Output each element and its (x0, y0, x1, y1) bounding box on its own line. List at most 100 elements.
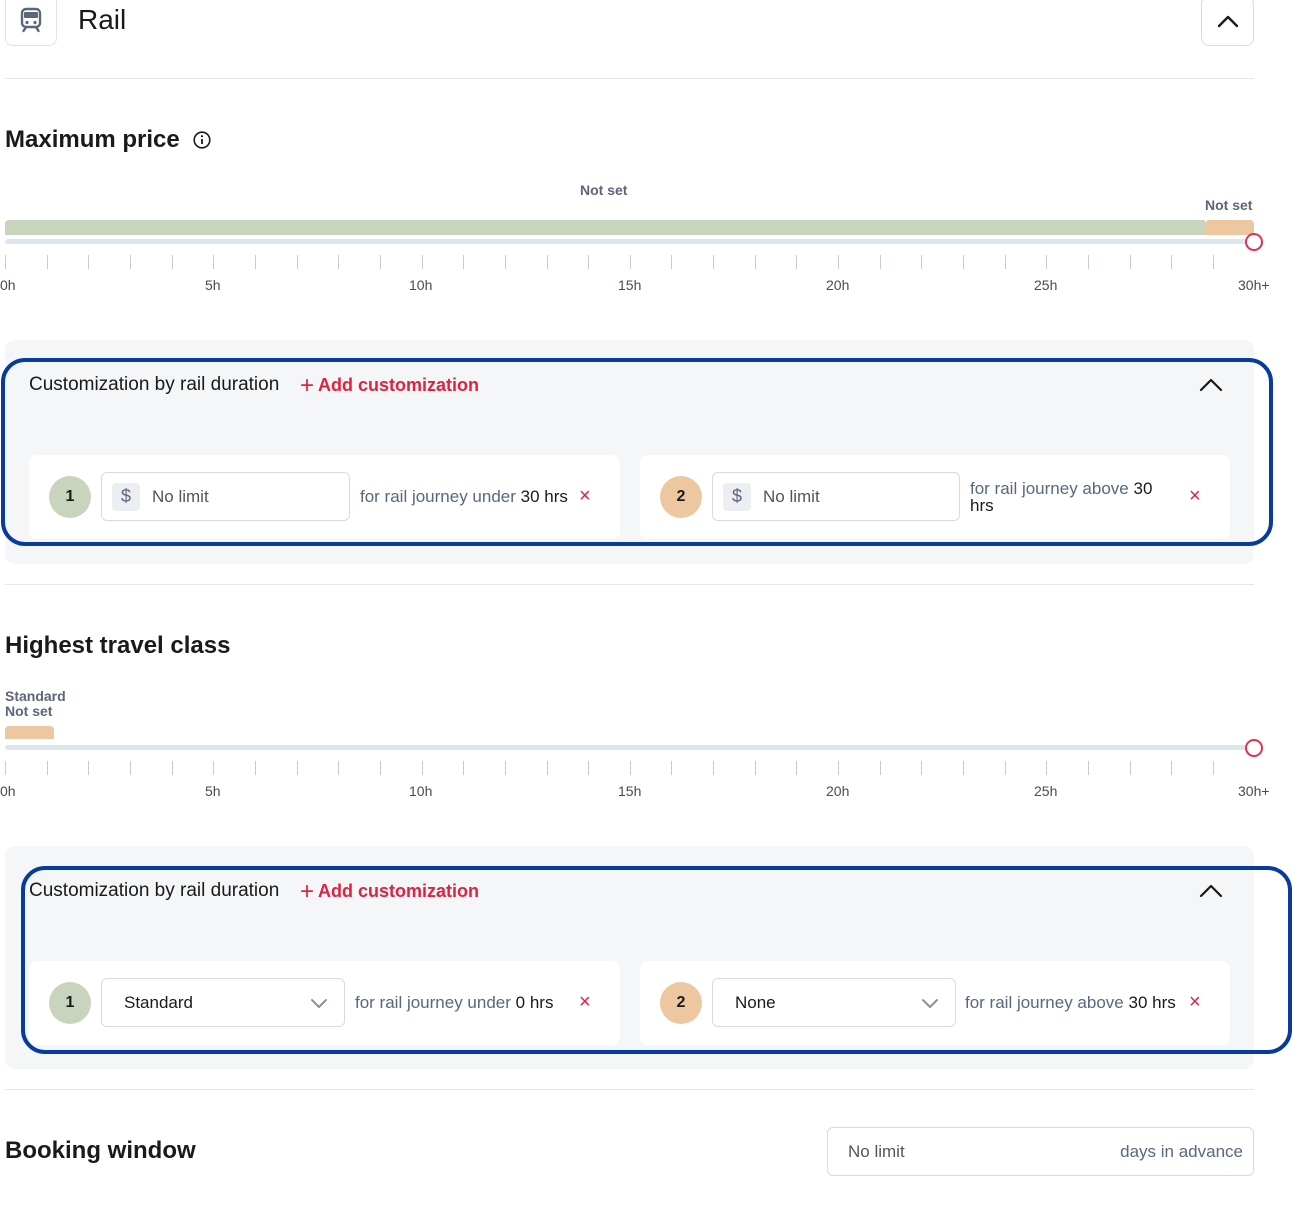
tick-label: 5h (205, 783, 221, 799)
booking-window-input[interactable]: No limit days in advance (827, 1127, 1254, 1176)
tick-mark (504, 761, 506, 775)
add-customization-button[interactable]: + Add customization (300, 879, 480, 903)
chevron-up-icon[interactable] (1198, 372, 1224, 398)
tick-mark (254, 761, 256, 775)
tick-mark (5, 761, 6, 775)
dollar-icon: $ (112, 482, 140, 511)
slider-handle[interactable] (1245, 739, 1263, 757)
rule-condition-value: 30 hrs (520, 487, 568, 506)
price-input-placeholder: No limit (152, 486, 209, 506)
customization-title: Customization by rail duration (29, 374, 280, 395)
booking-window-suffix: days in advance (1120, 1142, 1243, 1161)
tick-mark (629, 255, 631, 269)
rule-condition-text: for rail journey above (970, 479, 1129, 498)
tick-mark (46, 255, 48, 269)
tick-label: 5h (205, 277, 221, 293)
tick-mark (879, 761, 881, 775)
tick-mark (713, 761, 715, 775)
tick-mark (421, 255, 423, 269)
class-select[interactable]: Standard (101, 978, 345, 1027)
tick-mark (1213, 255, 1214, 269)
tick-mark (88, 761, 90, 775)
tick-label: 15h (618, 783, 642, 799)
rule-condition-value: 30 hrs (1128, 993, 1176, 1012)
collapse-section-button[interactable] (1201, 0, 1254, 46)
rule-condition: for rail journey above 30 hrs (970, 480, 1170, 514)
rule-condition: for rail journey under 0 hrs (355, 994, 553, 1011)
rule-number-badge: 2 (660, 476, 702, 518)
dollar-icon: $ (723, 482, 751, 511)
tick-mark (129, 761, 131, 775)
rule-condition-text: for rail journey under (360, 487, 516, 506)
tick-mark (1088, 255, 1090, 269)
divider (5, 584, 1254, 585)
rule-number-badge: 1 (49, 476, 91, 518)
tick-mark (796, 255, 798, 269)
segment-label: Standard (5, 688, 66, 704)
tick-label: 20h (826, 277, 850, 293)
tick-mark (504, 255, 506, 269)
price-input[interactable]: $ No limit (101, 472, 350, 521)
tick-mark (921, 255, 923, 269)
remove-rule-button[interactable]: × (1189, 991, 1201, 1013)
slider-track[interactable] (5, 239, 1254, 244)
tick-mark (754, 761, 756, 775)
travel-class-title: Highest travel class (5, 632, 231, 659)
price-segment-orange[interactable] (1205, 220, 1254, 235)
divider (5, 1089, 1254, 1090)
remove-rule-button[interactable]: × (579, 991, 591, 1013)
tick-mark (379, 255, 381, 269)
tick-mark (1004, 255, 1006, 269)
tick-mark (629, 761, 631, 775)
tick-mark (588, 761, 590, 775)
tick-mark (5, 255, 6, 269)
tick-mark (1129, 255, 1131, 269)
remove-rule-button[interactable]: × (579, 485, 591, 507)
tick-mark (546, 761, 548, 775)
tick-mark (754, 255, 756, 269)
tick-mark (838, 255, 840, 269)
tick-mark (671, 761, 673, 775)
remove-rule-button[interactable]: × (1189, 485, 1201, 507)
plus-icon: + (300, 371, 315, 399)
rule-condition-text: for rail journey under (355, 993, 511, 1012)
tick-mark (338, 761, 340, 775)
tick-mark (296, 761, 298, 775)
add-customization-button[interactable]: + Add customization (300, 371, 479, 399)
tick-mark (1046, 761, 1048, 775)
rule-condition: for rail journey under 30 hrs (360, 488, 568, 505)
rule-number-badge: 2 (660, 982, 702, 1024)
tick-mark (671, 255, 673, 269)
class-segment-orange[interactable] (5, 726, 54, 739)
tick-mark (879, 255, 881, 269)
booking-window-title: Booking window (5, 1137, 196, 1164)
info-icon[interactable] (193, 131, 211, 149)
tick-label: 10h (409, 277, 433, 293)
tick-mark (713, 255, 715, 269)
add-customization-label: Add customization (318, 881, 480, 901)
tick-mark (46, 761, 48, 775)
chevron-up-icon[interactable] (1198, 878, 1224, 904)
segment-label: Not set (5, 703, 53, 719)
price-input[interactable]: $ No limit (712, 472, 960, 521)
tick-mark (1213, 761, 1214, 775)
tick-mark (338, 255, 340, 269)
slider-track[interactable] (5, 745, 1254, 750)
class-select-value: None (735, 992, 776, 1012)
rule-condition: for rail journey above 30 hrs (965, 994, 1176, 1011)
tick-mark (254, 255, 256, 269)
tick-mark (213, 761, 215, 775)
slider-handle[interactable] (1245, 233, 1263, 251)
chevron-down-icon (311, 998, 327, 1008)
class-select-value: Standard (124, 992, 193, 1012)
tick-label: 20h (826, 783, 850, 799)
tick-mark (463, 255, 465, 269)
price-segment-green[interactable] (5, 220, 1205, 235)
tick-label: 30h+ (1238, 783, 1270, 799)
tick-label: 10h (409, 783, 433, 799)
tick-label: 25h (1034, 277, 1058, 293)
customization-title: Customization by rail duration (29, 880, 280, 901)
tick-mark (171, 255, 173, 269)
class-select[interactable]: None (712, 978, 956, 1027)
max-price-title: Maximum price (5, 126, 180, 153)
